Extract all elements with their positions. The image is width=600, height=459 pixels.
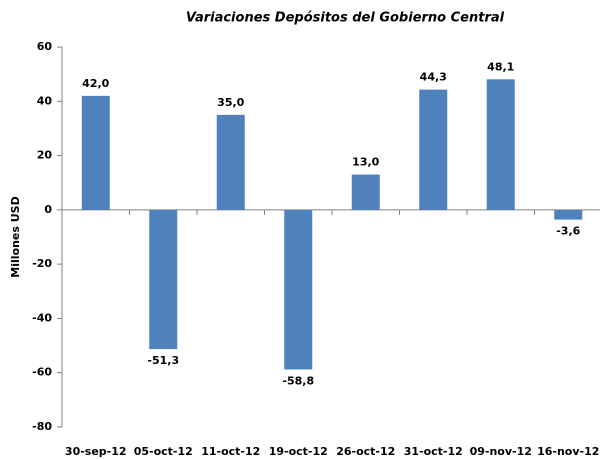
bar [81, 95, 110, 210]
bar [554, 209, 583, 220]
bar [284, 209, 313, 370]
data-label: 13,0 [352, 156, 379, 169]
data-label: 42,0 [82, 77, 109, 90]
y-tick-label: 20 [37, 149, 53, 162]
y-tick-label: -80 [32, 420, 52, 433]
x-tick-label: 11-oct-12 [201, 445, 260, 458]
y-tick-label: -40 [32, 311, 52, 324]
data-label: 48,1 [487, 60, 514, 73]
x-tick-label: 30-sep-12 [65, 445, 127, 458]
y-tick-label: 60 [37, 40, 53, 53]
x-tick-label: 19-oct-12 [269, 445, 328, 458]
chart-title: Variaciones Depósitos del Gobierno Centr… [186, 11, 505, 26]
y-tick-label: -60 [32, 366, 52, 379]
x-tick-label: 16-nov-12 [537, 445, 599, 458]
bar [149, 209, 178, 350]
data-label: 35,0 [217, 96, 244, 109]
bar [419, 89, 448, 210]
x-tick-label: 09-nov-12 [470, 445, 532, 458]
data-label: -58,8 [282, 374, 314, 387]
bar [486, 79, 515, 210]
x-tick-label: 31-oct-12 [404, 445, 463, 458]
y-tick-label: 0 [44, 203, 52, 216]
y-tick-label: 40 [37, 94, 53, 107]
x-tick-label: 26-oct-12 [336, 445, 395, 458]
y-tick-label: -20 [32, 257, 52, 270]
data-label: -51,3 [147, 354, 179, 367]
bar [351, 174, 380, 210]
x-tick-label: 05-oct-12 [134, 445, 193, 458]
data-label: -3,6 [556, 225, 580, 238]
y-axis-label: Millones USD [9, 196, 22, 277]
data-label: 44,3 [420, 71, 447, 84]
bar [216, 114, 245, 210]
